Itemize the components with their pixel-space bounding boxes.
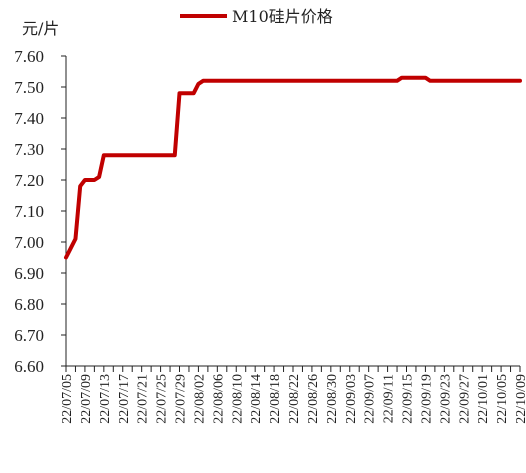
y-axis-label: 元/片	[22, 19, 59, 38]
axes	[61, 55, 521, 372]
y-tick-label: 6.90	[14, 264, 44, 283]
x-tick-label: 22/09/19	[419, 374, 434, 424]
x-tick-label: 22/09/15	[401, 374, 416, 424]
x-tick-label: 22/10/05	[495, 374, 510, 424]
x-tick-label: 22/07/17	[117, 374, 132, 424]
y-tick-label: 7.50	[14, 78, 44, 97]
x-tick-label: 22/09/03	[344, 374, 359, 424]
x-tick-label: 22/08/30	[325, 374, 340, 424]
x-tick-labels: 22/07/05 22/07/09 22/07/13 22/07/17 22/07/21…	[60, 374, 526, 424]
x-tick-label: 22/07/05	[60, 374, 75, 424]
x-tick-label: 22/07/29	[174, 374, 189, 424]
y-tick-labels: 7.60 7.50 7.40 7.30 7.20 7.10 7.00 6.90 6.80 6.70…	[14, 47, 44, 376]
y-tick-label: 6.80	[14, 295, 44, 314]
x-tick-label: 22/08/10	[230, 374, 245, 424]
x-tick-label: 22/08/26	[306, 374, 321, 424]
x-tick-label: 22/09/27	[457, 374, 472, 424]
y-tick-label: 6.70	[14, 326, 44, 345]
x-tick-label: 22/09/07	[363, 374, 378, 424]
x-tick-label: 22/08/18	[268, 374, 283, 424]
x-tick-label: 22/08/14	[249, 374, 264, 424]
x-tick-label: 22/07/25	[155, 374, 170, 424]
x-tick-label: 22/10/01	[476, 374, 491, 424]
x-tick-label: 22/07/21	[136, 374, 151, 424]
y-tick-label: 7.60	[14, 47, 44, 66]
y-tick-label: 6.60	[14, 357, 44, 376]
y-tick-label: 7.00	[14, 233, 44, 252]
x-tick-label: 22/07/13	[98, 374, 113, 424]
series-layer	[64, 75, 522, 260]
x-tick-label: 22/09/23	[438, 374, 453, 424]
x-tick-label: 22/10/09	[514, 374, 526, 424]
series-line-0	[64, 75, 522, 260]
y-tick-label: 7.20	[14, 171, 44, 190]
legend-label: M10硅片价格	[232, 7, 333, 26]
x-tick-label: 22/08/22	[287, 374, 302, 424]
y-tick-label: 7.30	[14, 140, 44, 159]
x-tick-label: 22/07/09	[79, 374, 94, 424]
x-tick-label: 22/08/06	[211, 374, 226, 424]
y-tick-label: 7.10	[14, 202, 44, 221]
x-tick-label: 22/09/11	[382, 374, 397, 423]
y-tick-label: 7.40	[14, 109, 44, 128]
x-tick-label: 22/08/02	[192, 374, 207, 424]
